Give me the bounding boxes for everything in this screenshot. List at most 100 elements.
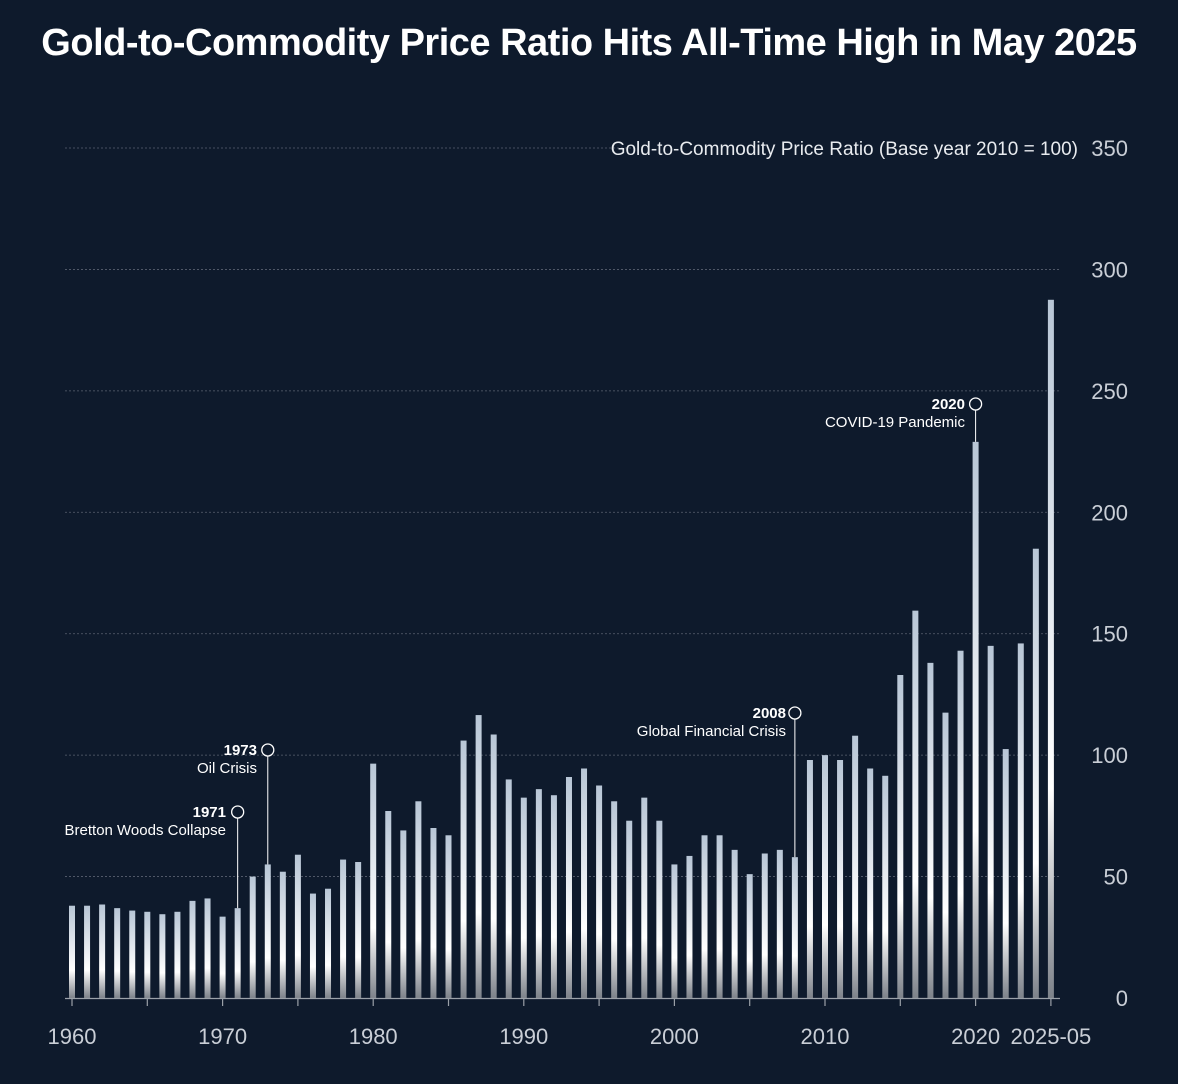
- x-tick-1980: 1980: [349, 1024, 398, 1049]
- bar-2000: [671, 864, 678, 998]
- bar-1986: [460, 740, 467, 998]
- annotation-marker-2008: [788, 706, 802, 720]
- bar-1968: [189, 900, 196, 998]
- bars: [69, 299, 1054, 998]
- bar-2003: [716, 835, 723, 998]
- bar-1998: [641, 797, 648, 998]
- bar-1995: [596, 785, 603, 998]
- x-tick-2025-05: 2025-05: [1011, 1024, 1092, 1049]
- bar-2012: [852, 735, 859, 998]
- x-tick-1960: 1960: [48, 1024, 97, 1049]
- annotation-year-1973: 1973: [224, 742, 257, 759]
- bar-1990: [520, 797, 527, 998]
- bar-1985: [445, 835, 452, 998]
- bar-2021: [987, 645, 994, 998]
- labels: 0 50 100 150 200 250 300 350 Gold-to-Commodity P…: [48, 136, 1128, 1049]
- bar-1969: [204, 898, 211, 998]
- annotation-marker-2020: [968, 397, 983, 411]
- bar-2002: [701, 835, 708, 998]
- annotation-label-2008: Global Financial Crisis: [637, 723, 786, 740]
- bar-2007: [776, 849, 783, 998]
- bar-2016: [912, 610, 919, 998]
- bar-1976: [309, 893, 316, 998]
- x-tick-2010: 2010: [801, 1024, 850, 1049]
- bar-1981: [385, 811, 392, 998]
- bar-1980: [370, 763, 377, 998]
- x-tick-1990: 1990: [499, 1024, 548, 1049]
- y-tick-200: 200: [1091, 500, 1128, 525]
- bar-1965: [144, 911, 151, 998]
- bar-1984: [430, 828, 437, 998]
- bar-2025-05: [1047, 299, 1054, 998]
- bar-2010: [822, 755, 828, 998]
- bar-2019: [957, 650, 964, 998]
- y-tick-300: 300: [1091, 257, 1128, 282]
- x-tick-2000: 2000: [650, 1024, 699, 1049]
- bar-2005: [746, 874, 753, 998]
- bar-1991: [535, 789, 542, 998]
- annotation-year-2008: 2008: [753, 705, 786, 722]
- bar-2013: [867, 768, 874, 998]
- bar-1970: [219, 916, 226, 998]
- bar-1975: [294, 854, 301, 998]
- y-tick-100: 100: [1091, 743, 1128, 768]
- annotation-label-2020: COVID-19 Pandemic: [825, 414, 966, 431]
- bar-2014: [882, 775, 889, 998]
- bar-2015: [897, 675, 904, 998]
- annotation-year-1971: 1971: [193, 804, 226, 821]
- y-tick-0: 0: [1116, 986, 1128, 1011]
- bar-2024: [1032, 548, 1039, 998]
- bar-1967: [174, 911, 181, 998]
- grid-lines: [65, 147, 1060, 877]
- y-axis-title: Gold-to-Commodity Price Ratio (Base year…: [611, 139, 1078, 160]
- bar-1988: [490, 734, 497, 998]
- x-tick-2020: 2020: [951, 1024, 1000, 1049]
- bar-1982: [400, 830, 407, 998]
- y-tick-150: 150: [1091, 622, 1128, 647]
- annotation-marker-1973: [261, 743, 275, 757]
- bar-1978: [340, 859, 347, 998]
- annotation-year-2020: 2020: [932, 396, 965, 413]
- annotation-label-1973: Oil Crisis: [197, 760, 257, 777]
- y-tick-350: 350: [1091, 136, 1128, 161]
- x-axis: [65, 997, 1060, 1006]
- bar-1963: [114, 908, 121, 998]
- bar-1961: [84, 905, 91, 998]
- bar-2011: [837, 760, 844, 998]
- bar-2008: [791, 857, 798, 998]
- y-tick-250: 250: [1091, 379, 1128, 404]
- bar-1973: [264, 864, 271, 998]
- bar-1983: [415, 801, 422, 998]
- bar-1962: [99, 904, 106, 998]
- bar-1960: [69, 905, 75, 998]
- chart-title: Gold-to-Commodity Price Ratio Hits All-T…: [41, 22, 1137, 64]
- bar-1993: [565, 777, 572, 998]
- bar-1987: [475, 715, 482, 998]
- bar-1966: [159, 914, 166, 998]
- bar-1972: [249, 876, 256, 998]
- bar-2018: [942, 712, 949, 998]
- bar-2023: [1017, 643, 1024, 998]
- bar-1989: [505, 779, 512, 998]
- bar-2009: [806, 760, 813, 998]
- bar-1971: [234, 908, 241, 998]
- annotation-label-1971: Bretton Woods Collapse: [65, 822, 226, 839]
- bar-1994: [581, 768, 588, 998]
- bar-1974: [279, 871, 286, 998]
- y-tick-50: 50: [1104, 865, 1128, 890]
- bar-1977: [325, 888, 332, 998]
- bar-1979: [355, 862, 362, 998]
- x-tick-1970: 1970: [198, 1024, 247, 1049]
- bar-2004: [731, 849, 738, 998]
- bar-1997: [626, 820, 633, 998]
- bar-1996: [611, 801, 618, 998]
- bar-2022: [1002, 749, 1009, 998]
- bar-2020: [972, 441, 979, 998]
- bar-1999: [656, 820, 663, 998]
- bar-2006: [761, 853, 768, 998]
- annotation-marker-1971: [231, 805, 245, 819]
- bar-2017: [927, 662, 934, 998]
- bar-1992: [550, 795, 557, 998]
